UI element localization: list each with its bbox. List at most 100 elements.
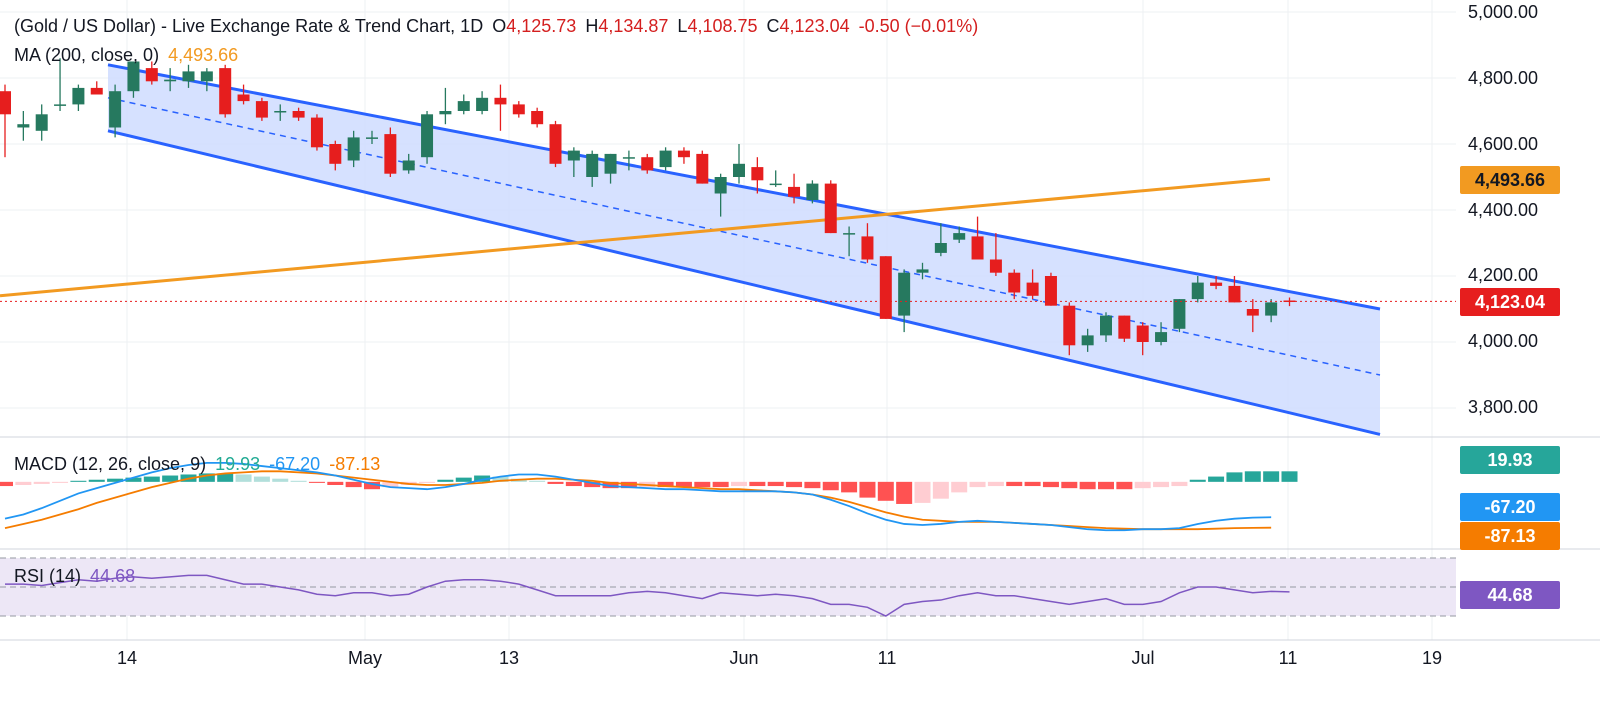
close-value: 4,123.04 bbox=[779, 16, 850, 36]
macd-hist-bar bbox=[290, 480, 307, 482]
macd-hist-bar bbox=[859, 481, 876, 498]
candle-body bbox=[310, 117, 323, 148]
macd-hist-bar bbox=[602, 481, 619, 489]
candle-body bbox=[292, 111, 305, 118]
close-label: C bbox=[766, 16, 780, 36]
rsi-line bbox=[5, 574, 1290, 617]
candle-body bbox=[953, 233, 966, 240]
macd-hist-bar bbox=[565, 481, 582, 487]
macd-hist-bar bbox=[822, 481, 839, 491]
candle-body bbox=[751, 167, 764, 181]
date-tick: Jul bbox=[1131, 648, 1155, 668]
macd-hist-bar bbox=[620, 481, 637, 489]
price-tick: 4,200.00 bbox=[1468, 265, 1539, 285]
candle-body bbox=[35, 114, 48, 131]
macd-hist-bar bbox=[1226, 472, 1243, 482]
macd-hist-bar bbox=[529, 480, 546, 482]
chart-header: (Gold / US Dollar) - Live Exchange Rate … bbox=[14, 16, 982, 37]
candle-body bbox=[806, 183, 819, 201]
candle-body bbox=[1026, 282, 1039, 296]
price-tick: 3,800.00 bbox=[1468, 397, 1539, 417]
macd-line bbox=[4, 461, 1272, 532]
last-price-badge: 4,123.04 bbox=[1460, 288, 1560, 316]
macd-hist-bar bbox=[1024, 481, 1041, 487]
macd-hist-bar bbox=[1281, 471, 1298, 482]
open-value: 4,125.73 bbox=[506, 16, 577, 36]
macd-hist-bar bbox=[657, 481, 674, 488]
macd-hist-bar bbox=[33, 481, 50, 484]
candle-body bbox=[1044, 276, 1057, 306]
macd-hist-bar bbox=[1061, 481, 1078, 489]
candle-body bbox=[659, 150, 672, 168]
macd-hist-bar bbox=[987, 481, 1004, 487]
candle-body bbox=[512, 104, 525, 115]
symbol-title: (Gold / US Dollar) - Live Exchange Rate … bbox=[14, 16, 484, 36]
macd-hist-bar bbox=[253, 476, 270, 482]
macd-hist-bar bbox=[382, 481, 399, 488]
price-tick: 4,000.00 bbox=[1468, 331, 1539, 351]
candle-body bbox=[109, 91, 122, 128]
candle-body bbox=[586, 153, 599, 177]
macd-hist-bar bbox=[1079, 481, 1096, 490]
macd-hist-bar bbox=[749, 481, 766, 487]
macd-hist-bar bbox=[419, 481, 436, 483]
candle-body bbox=[384, 134, 397, 174]
candle-body bbox=[72, 87, 85, 105]
macd-hist-bar bbox=[345, 481, 362, 488]
macd-hist-bar bbox=[1244, 471, 1261, 482]
macd-hist-bar bbox=[107, 478, 124, 482]
rsi-pane bbox=[0, 557, 1456, 617]
candle-body bbox=[843, 233, 856, 235]
candle-body bbox=[1081, 335, 1094, 346]
macd-hist-bar bbox=[308, 481, 325, 483]
macd-hist-bar bbox=[1098, 481, 1114, 490]
low-label: L bbox=[677, 16, 688, 36]
candle-body bbox=[1173, 299, 1186, 329]
macd-hist-bar bbox=[0, 481, 13, 487]
macd-hist-bar bbox=[272, 478, 289, 482]
candle-body bbox=[347, 137, 360, 161]
macd-hist-bar bbox=[896, 481, 913, 504]
macd-hist-bar bbox=[731, 481, 747, 487]
candle-body bbox=[861, 236, 874, 260]
macd-pane bbox=[0, 461, 1298, 532]
macd-hist-bar bbox=[474, 475, 491, 482]
ma-legend-value: 4,493.66 bbox=[168, 45, 239, 65]
macd-line-badge: -67.20 bbox=[1460, 493, 1560, 521]
date-tick: 11 bbox=[877, 648, 897, 668]
macd-hist-bar bbox=[1153, 481, 1170, 488]
candle-body bbox=[1265, 302, 1278, 316]
macd-hist-bar bbox=[1171, 481, 1188, 487]
macd-hist-bar bbox=[712, 481, 729, 488]
candle-body bbox=[677, 150, 690, 158]
candle-body bbox=[824, 183, 837, 234]
ma-price-badge: 4,493.66 bbox=[1460, 166, 1560, 194]
channel-upper-line bbox=[107, 63, 1381, 311]
macd-hist-bar bbox=[694, 481, 711, 488]
macd-hist-bar bbox=[143, 476, 160, 482]
candle-body bbox=[145, 68, 158, 82]
date-tick: May bbox=[347, 648, 383, 668]
candlesticks bbox=[0, 58, 1296, 356]
candle-body bbox=[1210, 282, 1223, 286]
candle-body bbox=[549, 124, 562, 164]
macd-hist-bar bbox=[1263, 471, 1280, 482]
macd-legend: MACD (12, 26, close, 9) 19.93 -67.20 -87… bbox=[14, 454, 384, 475]
candle-body bbox=[127, 61, 140, 92]
macd-hist-bar bbox=[786, 481, 803, 488]
macd-hist-bar bbox=[125, 477, 142, 482]
macd-hist-bar bbox=[932, 481, 949, 499]
candle-body bbox=[1063, 305, 1076, 346]
macd-hist-bar bbox=[1006, 481, 1023, 487]
candle-body bbox=[879, 256, 892, 319]
date-tick: 13 bbox=[498, 648, 520, 668]
macd-hist-bar bbox=[877, 481, 894, 501]
candle-body bbox=[255, 101, 268, 118]
date-tick: 19 bbox=[1421, 648, 1443, 668]
ma-legend-label: MA (200, close, 0) bbox=[14, 45, 160, 65]
macd-hist-bar bbox=[804, 481, 821, 489]
candle-body bbox=[1283, 300, 1296, 303]
candle-body bbox=[421, 114, 434, 158]
candle-body bbox=[329, 144, 342, 164]
macd-legend-line: -67.20 bbox=[269, 454, 321, 474]
